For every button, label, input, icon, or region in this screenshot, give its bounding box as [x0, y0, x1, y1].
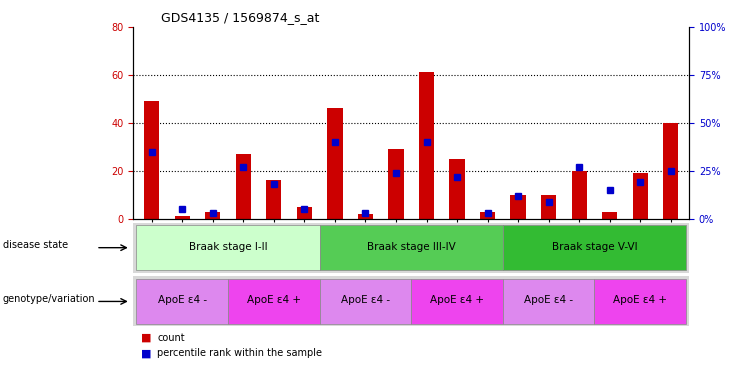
FancyBboxPatch shape [503, 279, 594, 324]
Text: ApoE ε4 -: ApoE ε4 - [341, 295, 390, 305]
Text: Braak stage V-VI: Braak stage V-VI [551, 242, 637, 252]
FancyBboxPatch shape [411, 279, 503, 324]
Bar [419, 73, 434, 219]
Text: percentile rank within the sample: percentile rank within the sample [157, 348, 322, 358]
FancyBboxPatch shape [503, 225, 686, 270]
FancyBboxPatch shape [136, 279, 228, 324]
Bar [328, 108, 342, 219]
Text: ApoE ε4 +: ApoE ε4 + [247, 295, 301, 305]
Text: GDS4135 / 1569874_s_at: GDS4135 / 1569874_s_at [161, 11, 319, 24]
Text: Braak stage III-IV: Braak stage III-IV [367, 242, 456, 252]
Text: ApoE ε4 +: ApoE ε4 + [430, 295, 484, 305]
Bar [480, 212, 495, 219]
Bar [633, 173, 648, 219]
Bar [144, 101, 159, 219]
Text: count: count [157, 333, 185, 343]
FancyBboxPatch shape [133, 276, 689, 326]
Bar [236, 154, 251, 219]
Text: ■: ■ [141, 348, 151, 358]
Bar [175, 217, 190, 219]
Bar [358, 214, 373, 219]
Bar [571, 171, 587, 219]
FancyBboxPatch shape [133, 223, 689, 273]
Text: disease state: disease state [3, 240, 67, 250]
Text: ■: ■ [141, 333, 151, 343]
Text: Braak stage I-II: Braak stage I-II [189, 242, 268, 252]
Text: ApoE ε4 -: ApoE ε4 - [524, 295, 574, 305]
Bar [541, 195, 556, 219]
FancyBboxPatch shape [136, 225, 319, 270]
Bar [205, 212, 220, 219]
FancyBboxPatch shape [228, 279, 319, 324]
FancyBboxPatch shape [319, 225, 503, 270]
FancyBboxPatch shape [594, 279, 686, 324]
Bar [266, 180, 282, 219]
Text: ApoE ε4 -: ApoE ε4 - [158, 295, 207, 305]
FancyBboxPatch shape [319, 279, 411, 324]
Bar [388, 149, 404, 219]
Text: ApoE ε4 +: ApoE ε4 + [614, 295, 668, 305]
Bar [663, 123, 679, 219]
Bar [296, 207, 312, 219]
Text: genotype/variation: genotype/variation [3, 294, 96, 304]
Bar [511, 195, 526, 219]
Bar [450, 159, 465, 219]
Bar [602, 212, 617, 219]
